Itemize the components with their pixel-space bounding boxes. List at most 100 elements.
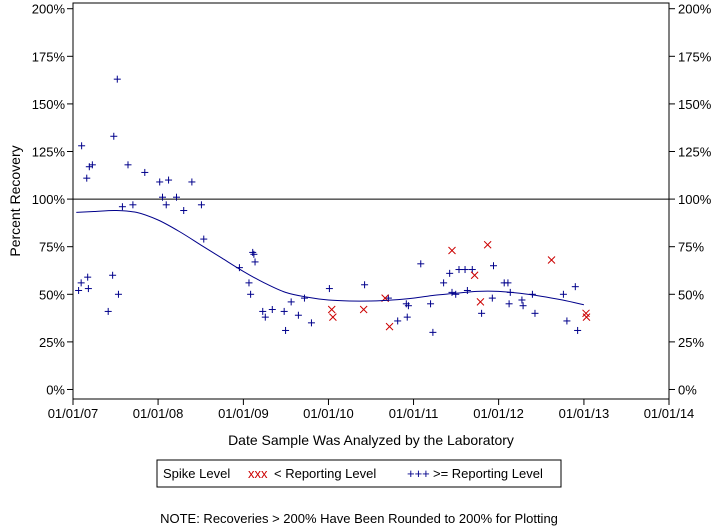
point-above-reporting-level <box>165 176 173 184</box>
point-above-reporting-level <box>104 307 112 315</box>
point-above-reporting-level <box>180 207 188 215</box>
point-above-reporting-level <box>141 168 149 176</box>
point-below-reporting-level <box>385 322 394 331</box>
point-above-reporting-level <box>294 311 302 319</box>
legend-title: Spike Level <box>163 466 230 481</box>
point-above-reporting-level <box>429 328 437 336</box>
x-tick-label: 01/01/11 <box>389 406 439 421</box>
x-axis-label: Date Sample Was Analyzed by the Laborato… <box>228 432 514 448</box>
point-above-reporting-level <box>113 75 121 83</box>
point-above-reporting-level <box>563 317 571 325</box>
y-tick-label-left: 0% <box>46 382 65 397</box>
y-tick-label-right: 50% <box>678 287 704 302</box>
legend-label-above: >= Reporting Level <box>433 466 543 481</box>
y-tick-label-right: 0% <box>678 382 697 397</box>
legend-box <box>156 459 562 488</box>
point-above-reporting-level <box>75 286 83 294</box>
point-above-reporting-level <box>77 279 85 287</box>
y-axis-label: Percent Recovery <box>7 145 23 256</box>
point-above-reporting-level <box>247 290 255 298</box>
point-above-reporting-level <box>404 302 412 310</box>
point-above-reporting-level <box>452 290 460 298</box>
x-tick-label: 01/01/12 <box>473 406 524 421</box>
y-tick-label-right: 200% <box>678 2 712 17</box>
point-above-reporting-level <box>361 281 369 289</box>
x-axis-ticks: 01/01/07 01/01/08 01/01/09 01/01/10 01/01/11… <box>48 399 694 421</box>
point-above-reporting-level <box>325 285 333 293</box>
y-tick-label-right: 75% <box>678 240 704 255</box>
y-tick-label-right: 175% <box>678 49 712 64</box>
point-above-reporting-level <box>571 283 579 291</box>
point-below-reporting-level <box>327 305 336 314</box>
point-above-reporting-level <box>251 258 259 266</box>
point-above-reporting-level <box>83 174 91 182</box>
point-below-reporting-level <box>582 313 591 321</box>
point-below-reporting-level <box>483 240 492 249</box>
point-above-reporting-level <box>259 307 267 315</box>
point-below-reporting-level <box>448 246 456 255</box>
data-points <box>75 75 591 336</box>
point-below-reporting-level <box>547 256 556 264</box>
point-above-reporting-level <box>156 178 164 186</box>
point-above-reporting-level <box>172 193 180 201</box>
point-above-reporting-level <box>531 309 539 317</box>
point-above-reporting-level <box>427 300 435 308</box>
point-above-reporting-level <box>300 294 308 302</box>
point-below-reporting-level <box>476 298 485 306</box>
y-tick-label-left: 75% <box>39 240 65 255</box>
point-above-reporting-level <box>489 262 497 270</box>
point-above-reporting-level <box>280 307 288 315</box>
point-above-reporting-level <box>78 142 86 150</box>
point-above-reporting-level <box>559 290 567 298</box>
point-above-reporting-level <box>114 290 122 298</box>
trend-line <box>76 209 585 306</box>
point-below-reporting-level <box>329 313 337 321</box>
point-above-reporting-level <box>118 203 126 211</box>
point-above-reporting-level <box>84 273 92 281</box>
point-above-reporting-level <box>287 298 295 306</box>
y-tick-label-left: 200% <box>32 2 66 17</box>
point-above-reporting-level <box>188 178 196 186</box>
plot-note: NOTE: Recoveries > 200% Have Been Rounde… <box>160 511 558 526</box>
point-above-reporting-level <box>417 260 425 268</box>
point-above-reporting-level <box>162 201 170 209</box>
x-tick-label: 01/01/08 <box>133 406 184 421</box>
y-tick-label-right: 100% <box>678 192 712 207</box>
point-above-reporting-level <box>574 326 582 334</box>
point-above-reporting-level <box>394 317 402 325</box>
legend-label-below: < Reporting Level <box>274 466 376 481</box>
y-tick-label-right: 150% <box>678 97 712 112</box>
point-above-reporting-level <box>268 306 276 314</box>
point-above-reporting-level <box>282 326 290 334</box>
point-above-reporting-level <box>88 161 96 169</box>
point-above-reporting-level <box>197 201 205 209</box>
legend: Spike Level xxx < Reporting Level +++ >=… <box>156 459 562 488</box>
point-above-reporting-level <box>518 296 526 304</box>
point-below-reporting-level <box>470 271 479 280</box>
legend-marker-above: +++ <box>407 466 430 481</box>
point-below-reporting-level <box>359 305 368 314</box>
point-above-reporting-level <box>446 269 454 277</box>
x-tick-label: 01/01/09 <box>218 406 269 421</box>
point-above-reporting-level <box>261 313 269 321</box>
point-above-reporting-level <box>504 279 512 287</box>
y-tick-label-left: 100% <box>32 192 66 207</box>
y-tick-label-left: 175% <box>32 49 66 64</box>
y-tick-label-right: 125% <box>678 145 712 160</box>
y-tick-label-left: 25% <box>39 335 65 350</box>
legend-marker-below: xxx <box>248 466 268 481</box>
point-above-reporting-level <box>109 271 117 279</box>
point-above-reporting-level <box>505 300 513 308</box>
point-above-reporting-level <box>110 132 118 140</box>
point-above-reporting-level <box>250 250 258 258</box>
point-above-reporting-level <box>307 319 315 327</box>
point-above-reporting-level <box>84 285 92 293</box>
y-tick-label-left: 125% <box>32 145 66 160</box>
plot-area <box>72 2 670 400</box>
x-tick-label: 01/01/07 <box>48 406 99 421</box>
x-tick-label: 01/01/13 <box>559 406 610 421</box>
point-above-reporting-level <box>478 309 486 317</box>
y-tick-label-left: 150% <box>32 97 66 112</box>
point-above-reporting-level <box>448 288 456 296</box>
point-above-reporting-level <box>519 302 527 310</box>
